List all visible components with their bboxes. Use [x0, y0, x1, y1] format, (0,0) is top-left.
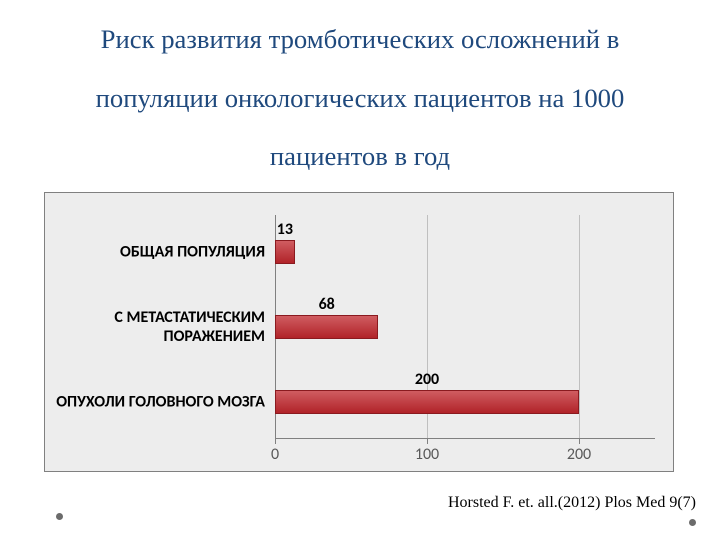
- bar: 13: [275, 240, 295, 264]
- category-label: ОБЩАЯ ПОПУЛЯЦИЯ: [47, 243, 275, 262]
- bar-row: 200ОПУХОЛИ ГОЛОВНОГО МОЗГА: [275, 390, 655, 414]
- decor-bullet-right: [689, 519, 696, 526]
- x-tick-label: 100: [415, 445, 439, 464]
- slide-title: Риск развития тромботических осложнений …: [0, 0, 720, 186]
- category-label: С МЕТАСТАТИЧЕСКИМ ПОРАЖЕНИЕМ: [47, 308, 275, 346]
- bar-value-label: 200: [415, 370, 439, 389]
- x-tick-mark: [579, 439, 580, 444]
- x-axis: [275, 438, 655, 439]
- bar-value-label: 13: [277, 220, 293, 239]
- bar-row: 68С МЕТАСТАТИЧЕСКИМ ПОРАЖЕНИЕМ: [275, 315, 655, 339]
- category-label: ОПУХОЛИ ГОЛОВНОГО МОЗГА: [47, 392, 275, 411]
- x-tick-label: 0: [271, 445, 279, 464]
- x-tick-mark: [275, 439, 276, 444]
- decor-bullet-left: [56, 513, 63, 520]
- plot-area: 010020013ОБЩАЯ ПОПУЛЯЦИЯ68С МЕТАСТАТИЧЕС…: [275, 215, 655, 439]
- bar: 68: [275, 315, 378, 339]
- bar-value-label: 68: [319, 295, 335, 314]
- x-tick-mark: [427, 439, 428, 444]
- x-tick-label: 200: [567, 445, 591, 464]
- chart-container: 010020013ОБЩАЯ ПОПУЛЯЦИЯ68С МЕТАСТАТИЧЕС…: [44, 192, 674, 472]
- bar: 200: [275, 390, 579, 414]
- citation-text: Horsted F. et. all.(2012) Plos Med 9(7): [448, 494, 696, 512]
- bar-row: 13ОБЩАЯ ПОПУЛЯЦИЯ: [275, 240, 655, 264]
